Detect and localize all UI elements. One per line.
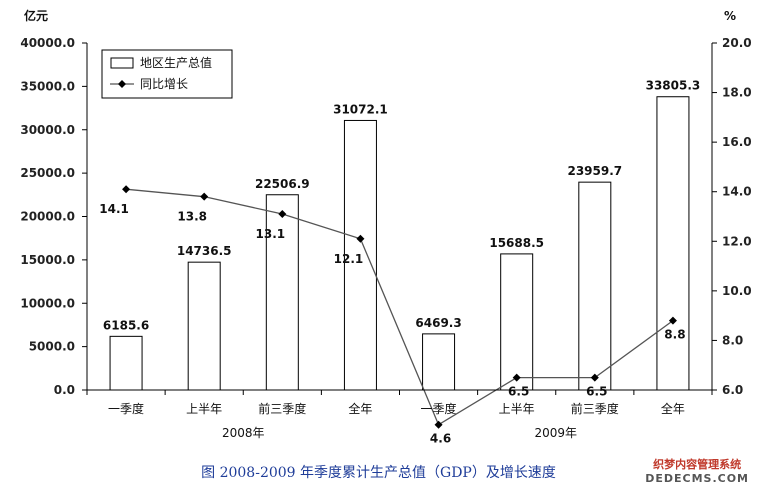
left-tick-label: 0.0 (54, 383, 75, 397)
right-tick-label: 18.0 (722, 86, 752, 100)
right-tick-label: 6.0 (722, 383, 743, 397)
axes (86, 43, 713, 395)
right-tick-label: 12.0 (722, 234, 752, 248)
legend-line-label: 同比增长 (140, 77, 188, 91)
bar (578, 181, 612, 391)
line-value-label: 13.8 (177, 210, 207, 224)
line-point (200, 192, 209, 201)
left-tick-label: 15000.0 (20, 253, 75, 267)
left-tick-label: 25000.0 (20, 166, 75, 180)
category-label: 前三季度 (571, 401, 619, 416)
bar (187, 261, 221, 391)
right-tick-label: 8.0 (722, 333, 743, 347)
line-point (278, 210, 287, 219)
right-axis-unit: % (724, 9, 736, 23)
chart-caption: 图 2008-2009 年季度累计生产总值（GDP）及增长速度 (201, 465, 556, 481)
line-value-label: 6.5 (508, 385, 529, 399)
category-label: 一季度 (421, 401, 457, 416)
line-value-label: 13.1 (256, 227, 286, 241)
bar (265, 194, 299, 391)
bar (343, 119, 377, 391)
bar-series: 6185.6 14736.5 22506.9 31072.1 6469.3 15688.5… (103, 79, 701, 391)
year-group-label: 2008年 (222, 426, 265, 440)
line-point (434, 420, 443, 429)
category-label: 上半年 (499, 402, 535, 416)
growth-line (126, 188, 674, 426)
watermark-line1: 织梦内容管理系统 (653, 458, 742, 471)
right-tick-label: 14.0 (722, 185, 752, 199)
bar (656, 96, 690, 391)
line-series: 14.1 13.8 13.1 12.1 4.6 6.5 6.5 8.8 (99, 185, 686, 446)
line-point (356, 234, 365, 243)
watermark-line2: DEDECMS.COM (645, 472, 749, 485)
category-label: 上半年 (186, 402, 222, 416)
legend: 地区生产总值 同比增长 (101, 49, 233, 99)
category-label: 一季度 (108, 401, 144, 416)
bar-value-label: 6185.6 (103, 318, 149, 332)
bar (109, 335, 143, 391)
legend-bar-swatch (110, 57, 134, 69)
bar-value-label: 23959.7 (567, 164, 622, 178)
category-label: 前三季度 (258, 401, 306, 416)
line-value-label: 12.1 (334, 252, 364, 266)
bar-value-label: 15688.5 (489, 236, 544, 250)
line-value-label: 6.5 (586, 385, 607, 399)
category-label: 全年 (348, 401, 372, 416)
category-label: 全年 (661, 401, 685, 416)
legend-line-marker (118, 80, 126, 88)
left-axis-ticks: 0.0 5000.0 10000.0 15000.0 20000.0 25000.0 300… (20, 36, 87, 397)
bar-value-label: 33805.3 (646, 79, 701, 93)
bar-value-label: 31072.1 (333, 102, 388, 116)
line-value-label: 4.6 (430, 432, 451, 446)
line-point (512, 373, 521, 382)
bar-value-label: 6469.3 (415, 316, 461, 330)
line-value-label: 8.8 (664, 328, 685, 342)
left-axis-unit: 亿元 (24, 8, 48, 23)
right-tick-label: 10.0 (722, 284, 752, 298)
left-tick-label: 30000.0 (20, 123, 75, 137)
left-tick-label: 35000.0 (20, 79, 75, 93)
bar (500, 253, 534, 391)
right-tick-label: 16.0 (722, 135, 752, 149)
line-value-label: 14.1 (99, 202, 129, 216)
watermark-logo: 织梦内容管理系统 DEDECMS.COM (645, 458, 749, 486)
line-point (590, 373, 599, 382)
line-point (668, 316, 677, 325)
right-axis-ticks: 6.0 8.0 10.0 12.0 14.0 16.0 18.0 20.0 (712, 36, 752, 397)
year-group-label: 2009年 (534, 426, 577, 440)
line-point (122, 185, 131, 194)
legend-bar-label: 地区生产总值 (140, 55, 212, 70)
category-labels: 一季度 上半年 前三季度 全年 一季度 上半年 前三季度 全年 2008年 2009年 (108, 401, 685, 440)
bar-value-label: 14736.5 (177, 244, 232, 258)
left-tick-label: 5000.0 (29, 340, 75, 354)
bar (422, 333, 456, 391)
left-tick-label: 40000.0 (20, 36, 75, 50)
right-tick-label: 20.0 (722, 36, 752, 50)
left-tick-label: 20000.0 (20, 210, 75, 224)
bar-value-label: 22506.9 (255, 177, 310, 191)
left-tick-label: 10000.0 (20, 296, 75, 310)
